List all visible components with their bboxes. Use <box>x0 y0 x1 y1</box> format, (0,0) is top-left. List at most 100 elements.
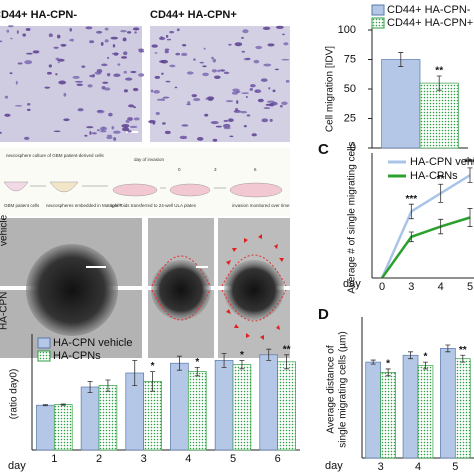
error-bar <box>150 371 156 392</box>
cell <box>151 44 158 48</box>
x-tick-label: 5 <box>452 461 458 473</box>
legend-label: HA-CPNs <box>410 170 458 182</box>
y-tick-label: 75 <box>344 53 356 65</box>
cell <box>166 38 172 41</box>
cell <box>96 30 103 34</box>
bar <box>380 372 396 459</box>
cell <box>86 126 94 129</box>
cell <box>106 73 111 77</box>
cell <box>84 134 88 137</box>
cell <box>111 126 115 130</box>
bar <box>170 362 189 451</box>
cell <box>123 51 128 56</box>
bar <box>365 361 382 459</box>
cell <box>265 103 272 106</box>
cell <box>281 58 290 61</box>
day: 3 <box>214 167 217 172</box>
cell <box>160 98 166 101</box>
x-tick-label: 5 <box>230 453 236 465</box>
cell <box>246 114 251 117</box>
cell <box>279 104 283 108</box>
error-bar <box>460 354 466 363</box>
cell <box>205 97 208 101</box>
plate <box>229 182 283 198</box>
error-bar <box>284 354 290 370</box>
cell <box>274 68 280 71</box>
significance: ** <box>435 66 443 77</box>
cell <box>206 96 215 101</box>
cell <box>249 87 253 91</box>
legend-swatch <box>371 17 385 29</box>
legend-label: HA-CPN vehicle <box>53 337 132 349</box>
spheroids: vehicle HA-CPN <box>0 214 290 358</box>
step: neurospheres embedded in Matrigel™ <box>46 203 123 208</box>
cell <box>122 37 127 42</box>
cell <box>204 113 209 117</box>
x-tick-label: 4 <box>185 453 191 465</box>
error-bar <box>266 348 272 361</box>
legend-swatch <box>37 337 51 349</box>
x-axis-label: day <box>8 460 26 472</box>
cell <box>202 72 209 77</box>
bar <box>214 360 234 451</box>
cell <box>17 62 23 65</box>
cell <box>240 36 245 39</box>
bar <box>80 386 100 451</box>
cell <box>63 92 67 97</box>
bar <box>417 365 434 459</box>
cell <box>164 48 170 51</box>
cell <box>169 30 175 34</box>
cell <box>57 61 60 64</box>
cell <box>181 124 189 127</box>
cell <box>199 61 204 64</box>
x-tick-label: 4 <box>438 281 444 293</box>
x-axis-label: day <box>343 278 361 290</box>
cell <box>57 34 61 39</box>
scale-bar <box>126 131 138 133</box>
cell <box>253 59 260 64</box>
cell <box>76 83 84 87</box>
cell <box>89 131 92 135</box>
cell <box>283 42 289 46</box>
cell <box>53 46 59 49</box>
cell <box>245 95 248 99</box>
arrow <box>30 185 226 189</box>
x-tick-label: 0 <box>379 281 385 293</box>
cell <box>132 27 140 31</box>
cell <box>160 36 163 40</box>
cell <box>236 100 239 104</box>
cell <box>285 79 290 83</box>
cell <box>4 113 11 117</box>
cell <box>85 26 93 30</box>
x-tick-label: 3 <box>141 453 147 465</box>
bar <box>259 354 279 451</box>
error-bar <box>60 403 66 406</box>
cell <box>193 58 196 61</box>
significance: ** <box>459 345 467 356</box>
significance: * <box>424 352 428 363</box>
cell <box>212 138 218 142</box>
cell <box>104 27 109 31</box>
row-label: HA-CPN <box>0 292 10 330</box>
y-axis-label: single migrating cells (µm) <box>338 331 349 447</box>
cell <box>60 43 67 47</box>
error-bar <box>438 218 444 235</box>
error-bar <box>42 404 48 407</box>
cell <box>269 118 273 122</box>
cell <box>162 122 166 125</box>
cell <box>240 110 248 114</box>
cell <box>6 29 10 33</box>
x-tick-label: 1 <box>51 453 57 465</box>
cell <box>162 96 170 99</box>
cell <box>235 107 239 112</box>
cell <box>48 33 53 38</box>
cell <box>106 136 113 140</box>
dish <box>3 181 29 192</box>
panel-label: C <box>318 141 329 158</box>
cell <box>272 89 276 93</box>
outline <box>151 255 211 287</box>
error-bar <box>438 183 444 203</box>
error-bar <box>408 231 414 243</box>
cell <box>234 42 243 47</box>
